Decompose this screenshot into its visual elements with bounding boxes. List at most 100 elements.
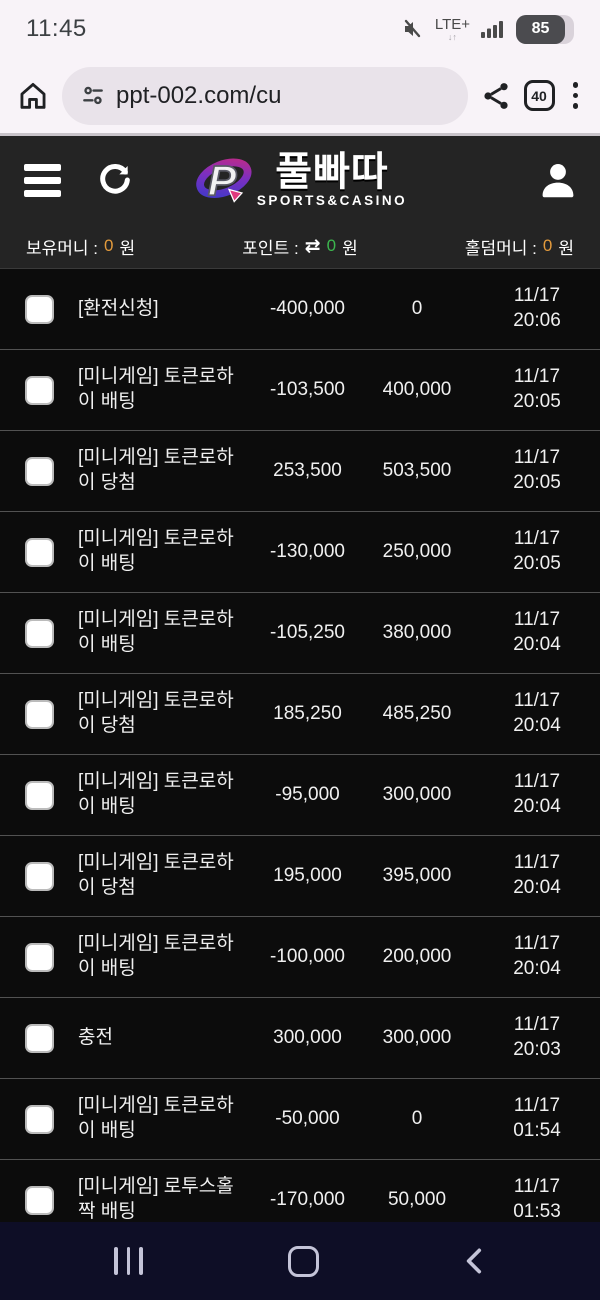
transaction-time: 20:04 [513,634,561,655]
transaction-label: 충전 [78,1026,113,1048]
android-nav-bar [0,1222,600,1300]
balance-money-value: 0 [104,236,114,255]
transaction-label: [미니게임] 토큰로하이 배팅 [78,1095,234,1141]
transaction-date: 11/17 [513,366,561,388]
table-row: [미니게임] 토큰로하이 배팅 -105,250 380,000 11/17 2… [0,593,600,674]
table-row: [미니게임] 로투스홀짝 배팅 -170,000 50,000 11/17 01… [0,1160,600,1222]
share-icon[interactable] [480,80,512,112]
transaction-date: 11/17 [513,852,561,874]
holdem-money: 홀덤머니 : 0 원 [464,236,574,258]
row-checkbox[interactable] [24,861,54,891]
overflow-menu-icon[interactable] [567,78,585,113]
transaction-datetime: 11/17 01:54 [474,1094,600,1143]
transaction-balance: 395,000 [382,865,452,886]
transaction-datetime: 11/17 20:04 [474,689,600,738]
transaction-time: 20:04 [513,715,561,736]
transaction-label: [미니게임] 토큰로하이 배팅 [78,609,234,655]
transaction-balance: 0 [411,1108,423,1129]
site-header: P 풀빠따 SPORTS&CASINO [0,136,600,224]
logo-emblem: P [193,149,255,211]
transaction-label: [미니게임] 토큰로하이 배팅 [78,933,234,979]
transaction-time: 20:04 [513,796,561,817]
url-text[interactable]: ppt-002.com/cu [116,81,282,109]
transaction-time: 20:05 [513,391,561,412]
point-money: 포인트 : ⇄ 0 원 [242,235,358,258]
exchange-icon[interactable]: ⇄ [304,235,321,257]
row-checkbox[interactable] [24,456,54,486]
url-bar[interactable]: ppt-002.com/cu [62,66,468,125]
transaction-label: [미니게임] 토큰로하이 배팅 [78,528,234,574]
transaction-date: 11/17 [513,609,561,631]
browser-toolbar: ppt-002.com/cu 40 [0,58,600,136]
hamburger-menu-icon[interactable] [20,160,65,201]
transaction-time: 20:04 [513,958,561,979]
transaction-date: 11/17 [513,528,561,550]
transaction-amount: -400,000 [269,298,345,319]
row-checkbox[interactable] [24,942,54,972]
recents-icon[interactable] [108,1241,149,1281]
point-money-value: 0 [326,236,337,255]
row-checkbox[interactable] [24,375,54,405]
row-checkbox[interactable] [24,618,54,648]
table-row: [미니게임] 토큰로하이 배팅 -100,000 200,000 11/17 2… [0,917,600,998]
transaction-balance: 200,000 [382,946,452,967]
status-indicators: LTE+ ↓↑ 85 [401,14,574,44]
table-row: [미니게임] 토큰로하이 배팅 -95,000 300,000 11/17 20… [0,755,600,836]
site-logo[interactable]: P 풀빠따 SPORTS&CASINO [193,149,407,211]
transaction-balance: 503,500 [382,460,452,481]
transaction-datetime: 11/17 01:53 [474,1175,600,1222]
site-settings-icon[interactable] [80,83,106,109]
tab-count-button[interactable]: 40 [523,80,555,111]
transaction-amount: -105,250 [269,622,345,643]
transaction-date: 11/17 [513,771,561,793]
table-row: [미니게임] 토큰로하이 당첨 185,250 485,250 11/17 20… [0,674,600,755]
profile-icon[interactable] [536,158,580,202]
transaction-balance: 300,000 [382,784,452,805]
transaction-table: [환전신청] -400,000 0 11/17 20:06 [미니게임] 토큰로… [0,268,600,1222]
table-row: [미니게임] 토큰로하이 당첨 253,500 503,500 11/17 20… [0,431,600,512]
transaction-label: [미니게임] 토큰로하이 배팅 [78,771,234,817]
back-icon[interactable] [458,1244,492,1278]
transaction-datetime: 11/17 20:04 [474,851,600,900]
transaction-label: [환전신청] [78,297,159,319]
row-checkbox[interactable] [24,780,54,810]
transaction-time: 20:04 [513,877,561,898]
home-nav-icon[interactable] [287,1245,319,1277]
table-row: [미니게임] 토큰로하이 배팅 -50,000 0 11/17 01:54 [0,1079,600,1160]
transaction-amount: 253,500 [273,460,342,481]
logo-title: 풀빠따 [275,150,389,195]
row-checkbox[interactable] [24,1104,54,1134]
transaction-datetime: 11/17 20:04 [474,932,600,981]
battery-indicator: 85 [516,14,574,44]
refresh-icon[interactable] [95,160,135,200]
row-checkbox[interactable] [24,294,54,324]
transaction-time: 01:54 [513,1120,561,1141]
transaction-datetime: 11/17 20:05 [474,446,600,495]
transaction-time: 01:53 [513,1201,561,1222]
transaction-amount: -100,000 [269,946,345,967]
transaction-balance: 485,250 [382,703,452,724]
row-checkbox[interactable] [24,1185,54,1215]
money-bar: 보유머니 : 0 원 포인트 : ⇄ 0 원 홀덤머니 : 0 원 [0,224,600,268]
transaction-time: 20:06 [513,310,561,331]
transaction-date: 11/17 [513,690,561,712]
row-checkbox[interactable] [24,537,54,567]
logo-subtitle: SPORTS&CASINO [256,193,408,209]
network-type: LTE+ ↓↑ [434,15,470,42]
transaction-datetime: 11/17 20:05 [474,527,600,576]
transaction-label: [미니게임] 로투스홀짝 배팅 [78,1176,234,1222]
row-checkbox[interactable] [24,699,54,729]
transaction-amount: 195,000 [273,865,342,886]
transaction-date: 11/17 [513,447,561,469]
home-icon[interactable] [16,79,50,113]
mute-icon [401,17,425,41]
row-checkbox[interactable] [24,1023,54,1053]
transaction-balance: 50,000 [387,1189,447,1210]
balance-money: 보유머니 : 0 원 [26,236,136,258]
battery-percent: 85 [531,20,550,37]
transaction-label: [미니게임] 토큰로하이 당첨 [78,447,234,493]
table-row: [미니게임] 토큰로하이 배팅 -103,500 400,000 11/17 2… [0,350,600,431]
transaction-datetime: 11/17 20:05 [474,365,600,414]
transaction-date: 11/17 [513,285,561,307]
transaction-date: 11/17 [513,1014,561,1036]
